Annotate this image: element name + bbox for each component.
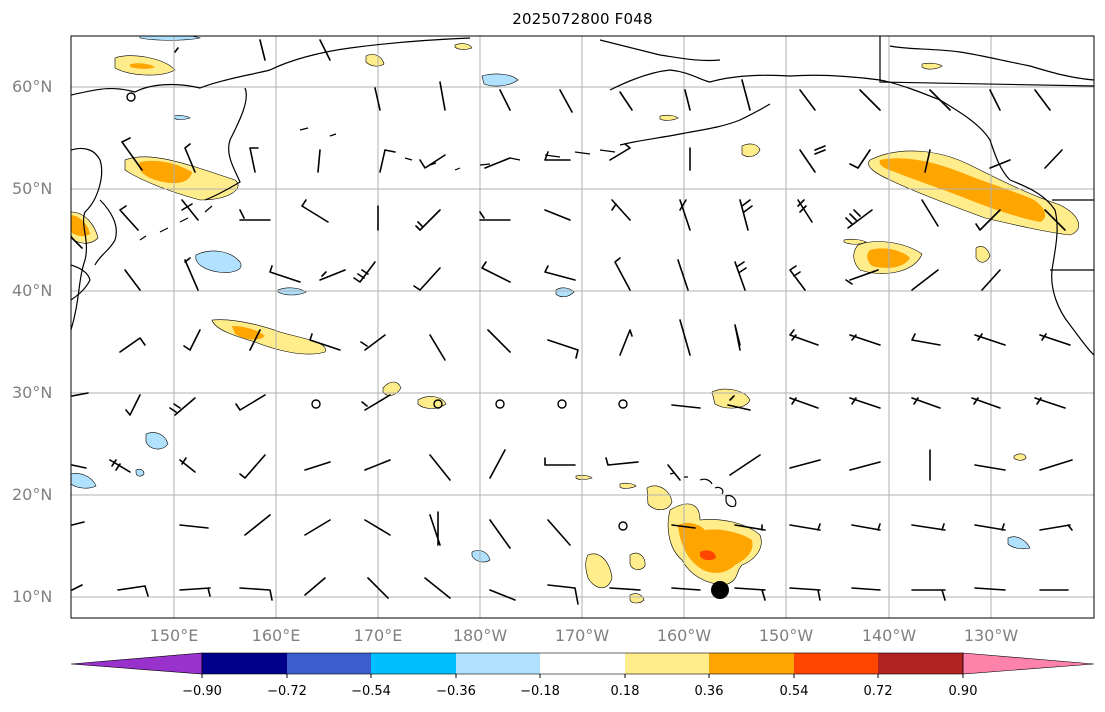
colorbar-segment-5 — [540, 653, 625, 674]
colorbar-segment-4 — [456, 653, 540, 674]
colorbar — [70, 652, 1095, 678]
colorbar-tick-label: 0.90 — [948, 684, 978, 699]
colorbar-tick-label: −0.36 — [436, 684, 476, 699]
colorbar-tick-label: 0.18 — [610, 684, 640, 699]
colorbar-segment-3 — [371, 653, 456, 674]
colorbar-segment-7 — [709, 653, 794, 674]
colorbar-segment-10 — [962, 652, 1095, 675]
lat-label-30n: 30°N — [12, 383, 53, 402]
location-marker — [711, 581, 729, 599]
lat-label-50n: 50°N — [12, 179, 53, 198]
colorbar-segment-9 — [878, 653, 963, 674]
colorbar-tick-label: 0.54 — [779, 684, 809, 699]
coastlines — [71, 36, 1094, 508]
lat-label-20n: 20°N — [12, 485, 53, 504]
lat-label-60n: 60°N — [12, 77, 53, 96]
colorbar-segment-8 — [794, 653, 878, 674]
map-title: 2025072800 F048 — [512, 10, 653, 28]
lon-label-170e: 170°E — [353, 626, 403, 645]
colorbar-tick-label: −0.90 — [182, 684, 222, 699]
lon-label-170w: 170°W — [554, 626, 610, 645]
plot-border — [70, 35, 1095, 619]
colorbar-tick-label: −0.54 — [351, 684, 391, 699]
lon-label-160w: 160°W — [656, 626, 712, 645]
lon-label-130w: 130°W — [963, 626, 1019, 645]
lat-label-10n: 10°N — [12, 587, 53, 606]
lon-label-160e: 160°E — [251, 626, 301, 645]
colorbar-segment-6 — [625, 653, 709, 674]
colorbar-segment-2 — [287, 653, 371, 674]
lat-label-40n: 40°N — [12, 281, 53, 300]
colorbar-tick-label: 0.72 — [863, 684, 893, 699]
wind-barbs — [71, 39, 1073, 605]
negative-anomaly-shading — [71, 36, 1031, 563]
gridlines — [71, 36, 1094, 618]
lon-label-150e: 150°E — [149, 626, 199, 645]
colorbar-tick-label: 0.36 — [694, 684, 724, 699]
colorbar-segment-0 — [70, 652, 203, 675]
colorbar-tick-label: −0.72 — [267, 684, 307, 699]
lon-label-150w: 150°W — [758, 626, 814, 645]
lon-label-140w: 140°W — [861, 626, 917, 645]
colorbar-tick-label: −0.18 — [520, 684, 560, 699]
lon-label-180w: 180°W — [452, 626, 508, 645]
calm-wind-markers — [126, 92, 628, 531]
colorbar-segment-1 — [202, 653, 287, 674]
